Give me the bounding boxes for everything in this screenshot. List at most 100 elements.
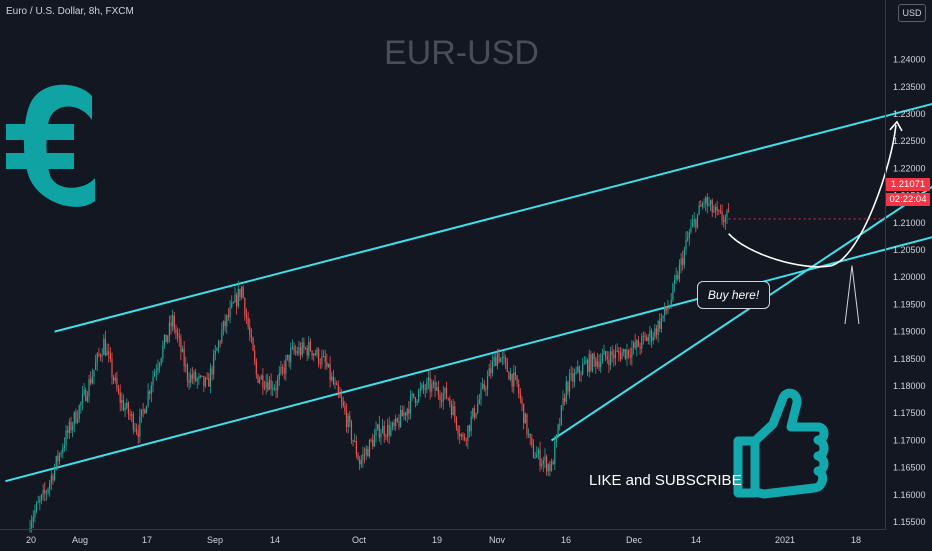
candle: [362, 446, 364, 468]
candle: [240, 285, 243, 300]
candle: [72, 421, 74, 438]
candle: [623, 348, 625, 357]
candle: [319, 358, 321, 370]
candle: [85, 387, 87, 402]
candle: [285, 354, 287, 381]
candle: [359, 456, 361, 470]
candle: [39, 495, 41, 511]
candle: [121, 392, 123, 411]
candle: [214, 344, 216, 361]
candle: [513, 364, 515, 394]
candle: [101, 348, 103, 363]
candle: [691, 214, 694, 228]
candle: [442, 385, 444, 410]
price-tick-label: 1.17500: [893, 408, 926, 418]
candle: [460, 433, 462, 440]
candle: [549, 460, 551, 477]
candle: [462, 432, 464, 441]
candle: [400, 405, 402, 428]
candle: [701, 201, 703, 210]
candle: [367, 446, 369, 457]
candle: [283, 360, 285, 380]
price-tick-label: 1.19500: [893, 299, 926, 309]
candle: [390, 421, 392, 437]
candle: [565, 376, 567, 405]
candle: [624, 348, 626, 361]
price-tick-label: 1.23000: [893, 109, 926, 119]
time-tick-label: 2021: [775, 535, 795, 545]
candle: [372, 433, 374, 450]
candle: [281, 364, 284, 376]
price-tick-label: 1.15500: [893, 517, 926, 527]
candle: [318, 347, 320, 368]
candle: [158, 361, 161, 373]
candle: [419, 381, 421, 397]
candle: [588, 349, 590, 378]
candle: [114, 373, 116, 384]
candle: [117, 385, 120, 395]
candle: [368, 438, 371, 459]
candle: [488, 363, 490, 377]
chart-title: EUR-USD: [384, 34, 539, 72]
candle: [163, 334, 166, 349]
time-axis[interactable]: [0, 529, 885, 551]
time-tick-label: 19: [432, 535, 442, 545]
candle: [544, 448, 546, 469]
candle: [634, 333, 636, 350]
candle: [373, 428, 375, 447]
candle: [642, 331, 644, 345]
trendline[interactable]: [54, 102, 932, 333]
candle: [35, 500, 38, 514]
candle: [496, 348, 498, 370]
candle: [234, 286, 236, 303]
candle: [306, 345, 308, 361]
candle: [81, 386, 84, 411]
candle: [204, 376, 207, 388]
time-tick-label: Aug: [72, 535, 88, 545]
candle: [190, 368, 192, 388]
candle: [58, 452, 61, 465]
candle: [429, 369, 431, 400]
price-tick-label: 1.18000: [893, 381, 926, 391]
candle: [177, 327, 179, 343]
candle: [567, 380, 569, 396]
candle: [91, 368, 93, 385]
candle: [65, 424, 67, 451]
candle: [278, 366, 280, 386]
price-tick-label: 1.18500: [893, 354, 926, 364]
currency-selector[interactable]: USD: [898, 4, 926, 22]
candle: [659, 313, 661, 333]
candle: [78, 404, 80, 423]
candle: [490, 360, 492, 379]
candle: [113, 375, 115, 385]
time-tick-label: Nov: [489, 535, 506, 545]
candle: [242, 285, 244, 299]
candle: [172, 309, 174, 332]
candle: [326, 353, 328, 370]
candle: [188, 372, 190, 390]
candle: [662, 315, 664, 322]
candle: [162, 340, 164, 363]
candle: [601, 348, 603, 364]
candle: [52, 473, 54, 485]
candle: [73, 411, 75, 433]
candle: [719, 204, 722, 214]
trendline[interactable]: [5, 236, 932, 483]
candle: [527, 428, 530, 439]
candle: [67, 426, 69, 439]
candle: [457, 424, 459, 440]
candle: [127, 401, 129, 420]
candle: [450, 400, 453, 419]
candle: [222, 320, 225, 336]
candle: [378, 415, 380, 442]
price-axis[interactable]: [885, 0, 932, 530]
candle: [696, 213, 699, 229]
candle: [418, 388, 420, 404]
thumbs-up-icon: [733, 388, 829, 499]
candle: [178, 328, 180, 347]
candle: [273, 384, 275, 392]
trendline[interactable]: [550, 185, 932, 442]
candle: [195, 368, 197, 383]
candle: [495, 352, 497, 367]
candle: [311, 350, 313, 360]
